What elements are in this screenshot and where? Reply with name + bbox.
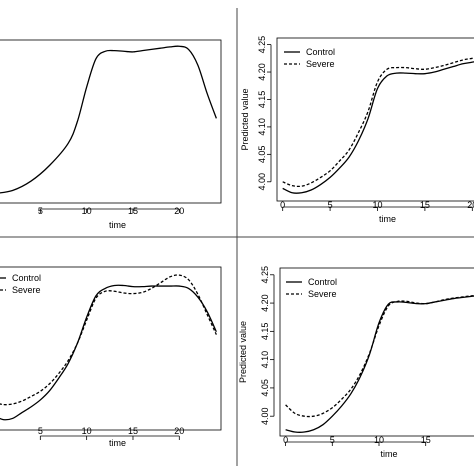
x-tick-label: 10 — [372, 200, 382, 210]
y-tick-label: 4.15 — [260, 323, 270, 341]
legend-label-severe: Severe — [308, 289, 337, 299]
y-tick-label: 4.10 — [257, 118, 267, 136]
legend-label-control: Control — [306, 47, 335, 57]
x-tick-label: 20 — [467, 200, 474, 210]
series-line-control — [0, 284, 217, 421]
legend-label-control: Control — [12, 273, 41, 283]
x-tick-label: 5 — [38, 426, 43, 436]
series-line-severe — [285, 294, 474, 418]
y-tick-label: 4.20 — [260, 294, 270, 312]
x-tick-label: 5 — [38, 206, 43, 216]
x-tick-label: 0 — [283, 435, 288, 445]
y-tick-label: 4.00 — [257, 173, 267, 191]
plot-frame — [0, 39, 222, 204]
x-tick-label: 15 — [128, 426, 138, 436]
series-line-main — [0, 45, 217, 194]
y-axis-label: Predicted value — [240, 88, 250, 150]
y-tick-label: 4.15 — [257, 91, 267, 109]
y-tick-label: 4.20 — [257, 63, 267, 81]
x-axis-label: time — [380, 449, 397, 459]
x-tick-label: 0 — [280, 200, 285, 210]
x-tick-label: 10 — [374, 435, 384, 445]
series-line-severe — [282, 57, 474, 188]
series-line-control — [285, 295, 474, 433]
y-tick-label: 4.05 — [260, 379, 270, 397]
series-line-severe — [0, 274, 217, 406]
x-tick-label: 15 — [420, 200, 430, 210]
x-tick-label: 5 — [330, 435, 335, 445]
plot-frame — [276, 37, 474, 202]
x-tick-label: 15 — [128, 206, 138, 216]
x-tick-label: 15 — [421, 435, 431, 445]
y-axis-label: Predicted value — [238, 321, 248, 383]
x-tick-label: 20 — [174, 426, 184, 436]
x-tick-label: 5 — [328, 200, 333, 210]
plot-frame — [0, 266, 222, 431]
plot-frame — [279, 267, 474, 437]
legend-label-severe: Severe — [12, 285, 41, 295]
panel-top-right: 0 5 10 15 20 time 4.00 4.05 4.10 4.15 4.20 4.25 Pred… — [240, 36, 474, 224]
panel-bottom-left: 5 10 15 20 time Control Severe — [0, 266, 222, 448]
series-line-control — [282, 61, 474, 194]
y-tick-label: 4.00 — [260, 407, 270, 425]
y-tick-label: 4.05 — [257, 146, 267, 164]
x-axis-label: time — [109, 220, 126, 230]
y-tick-label: 4.10 — [260, 351, 270, 369]
panel-top-left: 5 10 15 20 time — [0, 39, 222, 230]
panel-bottom-right: 0 5 10 15 time 4.00 4.05 4.10 4.15 4.20 4.25 Predic… — [238, 266, 474, 459]
y-tick-label: 4.25 — [257, 36, 267, 54]
x-tick-label: 20 — [174, 206, 184, 216]
y-tick-label: 4.25 — [260, 266, 270, 284]
x-tick-label: 10 — [82, 206, 92, 216]
legend-label-severe: Severe — [306, 59, 335, 69]
x-axis-label: time — [109, 438, 126, 448]
legend-label-control: Control — [308, 277, 337, 287]
x-tick-label: 10 — [82, 426, 92, 436]
x-axis-label: time — [379, 214, 396, 224]
